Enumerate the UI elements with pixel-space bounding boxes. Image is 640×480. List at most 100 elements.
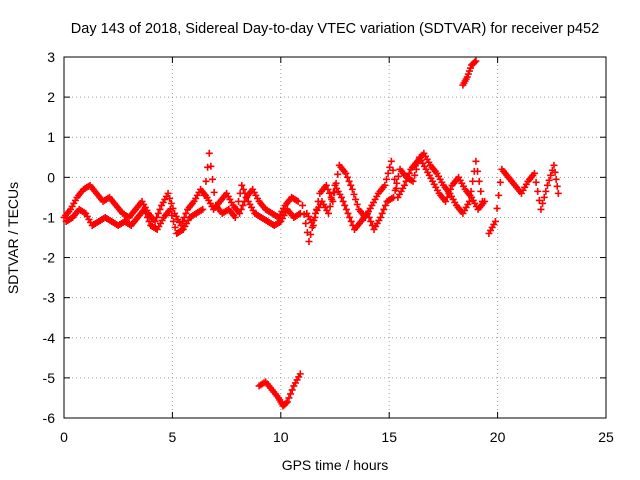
data-point (345, 177, 353, 185)
grid (64, 57, 606, 418)
data-point (554, 189, 562, 197)
x-tick-label: 0 (60, 429, 68, 445)
data-point (532, 178, 540, 186)
data-point (380, 205, 388, 213)
data-point (326, 202, 334, 210)
data-point (326, 189, 334, 197)
data-point (307, 230, 315, 238)
data-point (537, 205, 545, 213)
data-point (409, 177, 417, 185)
data-point (344, 209, 352, 217)
series-main-track-B (62, 149, 304, 237)
data-point (200, 191, 208, 199)
data-point (140, 205, 148, 213)
data-point (446, 185, 454, 193)
y-axis-label: SDTVAR / TECUs (5, 182, 21, 294)
data-point (495, 191, 503, 199)
data-point (491, 217, 499, 225)
data-point (322, 181, 330, 189)
data-point (154, 209, 162, 217)
data-point (236, 209, 244, 217)
series-late-track (485, 161, 562, 237)
data-point (302, 219, 310, 227)
data-point (442, 197, 450, 205)
data-point (296, 370, 304, 378)
x-tick-label: 10 (273, 429, 289, 445)
data-point (142, 209, 150, 217)
data-point (179, 217, 187, 225)
data-point (205, 149, 213, 157)
data-point (283, 398, 291, 406)
data-point (474, 167, 482, 175)
data-point (243, 193, 251, 201)
series-main-track-D (298, 153, 489, 246)
chart-title: Day 143 of 2018, Sidereal Day-to-day VTE… (71, 21, 599, 37)
data-point (199, 205, 207, 213)
data-point (239, 201, 247, 209)
data-point (552, 175, 560, 183)
data-point (493, 204, 501, 212)
data-point (353, 200, 361, 208)
x-tick-label: 15 (381, 429, 397, 445)
y-tick-label: 3 (47, 49, 55, 65)
data-point (164, 189, 172, 197)
data-point (338, 193, 346, 201)
data-point (235, 197, 243, 205)
data-point (547, 171, 555, 179)
data-point (348, 185, 356, 193)
data-point (539, 199, 547, 207)
y-tick-label: 0 (47, 169, 55, 185)
data-point (553, 182, 561, 190)
data-point (294, 197, 302, 205)
data-point (469, 177, 477, 185)
data-point (472, 157, 480, 165)
data-point (296, 209, 304, 217)
data-point (166, 194, 174, 202)
data-point (400, 181, 408, 189)
y-tick-label: -1 (43, 209, 56, 225)
data-point (347, 217, 355, 225)
data-point (381, 181, 389, 189)
x-tick-label: 5 (169, 429, 177, 445)
data-point (350, 190, 358, 198)
data-point (496, 178, 504, 186)
data-point (365, 213, 373, 221)
data-point (411, 171, 419, 179)
data-series (60, 57, 562, 410)
data-point (481, 197, 489, 205)
data-point (368, 221, 376, 229)
data-point (151, 217, 159, 225)
data-point (207, 162, 215, 170)
data-point (384, 169, 392, 177)
data-point (231, 213, 239, 221)
plot-frame (63, 56, 607, 419)
data-point (288, 386, 296, 394)
data-point (329, 188, 337, 196)
data-point (341, 201, 349, 209)
data-point (145, 217, 153, 225)
x-axis-label: GPS time / hours (282, 457, 389, 473)
data-point (143, 213, 151, 221)
y-tick-label: -2 (43, 250, 56, 266)
data-point (324, 185, 332, 193)
data-point (156, 205, 164, 213)
data-point (377, 213, 385, 221)
data-point (328, 195, 336, 203)
data-point (550, 161, 558, 169)
x-tick-label: 25 (598, 429, 614, 445)
data-point (391, 186, 399, 194)
y-tick-label: -6 (43, 410, 56, 426)
data-point (445, 189, 453, 197)
data-point (169, 217, 177, 225)
data-point (171, 223, 179, 231)
data-point (300, 210, 308, 218)
data-point (202, 177, 210, 185)
data-point (204, 163, 212, 171)
data-point (339, 197, 347, 205)
data-point (382, 175, 390, 183)
data-point (342, 169, 350, 177)
data-point (182, 209, 190, 217)
data-point (540, 193, 548, 201)
data-point (545, 176, 553, 184)
